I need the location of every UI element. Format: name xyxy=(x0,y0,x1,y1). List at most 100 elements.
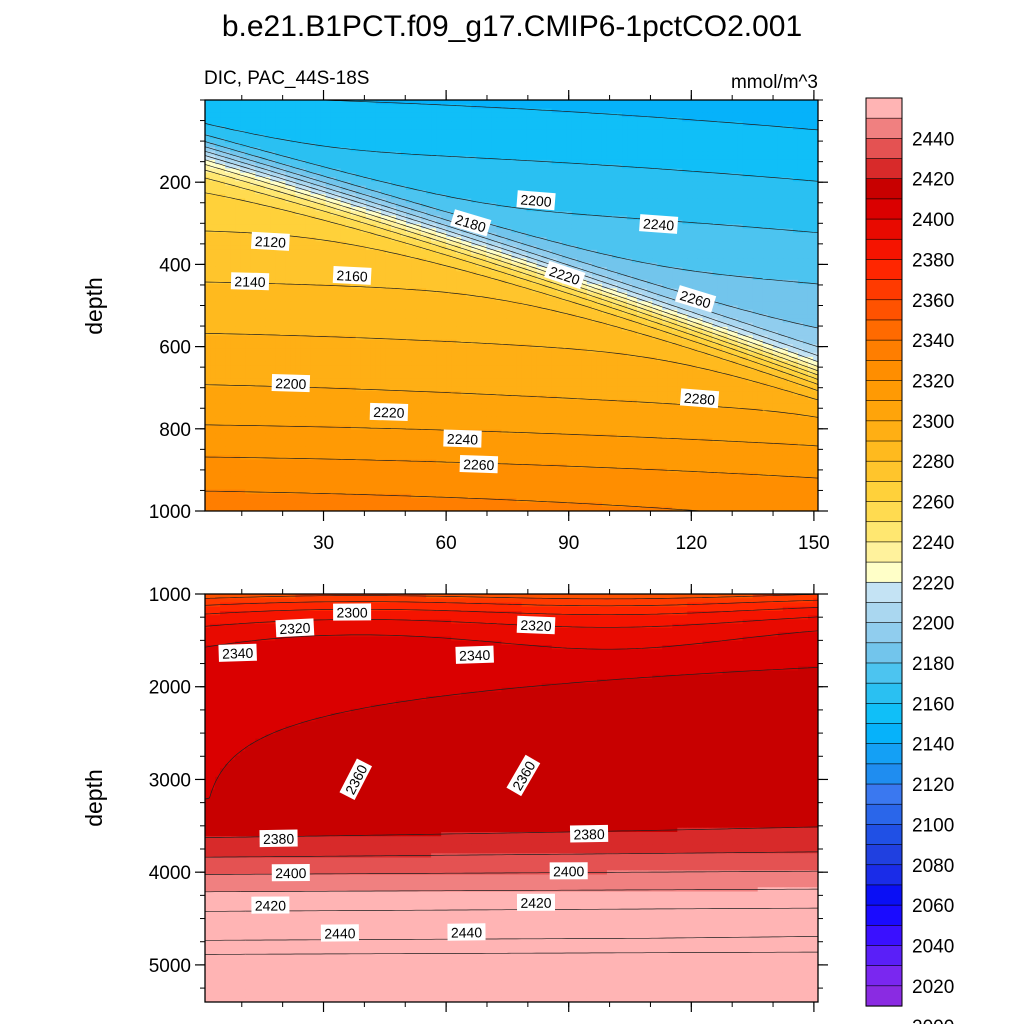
contour-cell xyxy=(340,219,347,225)
contour-cell xyxy=(712,181,719,187)
contour-cell xyxy=(747,215,754,221)
contour-cell xyxy=(727,177,734,182)
contour-cell xyxy=(606,142,613,148)
contour-cell xyxy=(260,254,266,260)
contour-cell xyxy=(320,147,327,152)
contour-cell xyxy=(481,181,487,187)
contour-cell xyxy=(416,151,422,157)
contour-cell xyxy=(451,266,457,272)
contour-cell xyxy=(722,249,729,255)
contour-cell xyxy=(265,159,271,165)
contour-cell xyxy=(521,245,528,251)
contour-cell xyxy=(722,245,729,251)
contour-cell xyxy=(742,151,749,157)
contour-cell xyxy=(772,121,779,127)
contour-cell xyxy=(707,232,714,238)
contour-cell xyxy=(777,151,784,157)
contour-cell xyxy=(576,207,583,212)
contour-cell xyxy=(571,258,578,264)
contour-cell xyxy=(622,207,628,212)
contour-cell xyxy=(380,164,387,170)
contour-cell xyxy=(617,159,623,165)
contour-cell xyxy=(210,117,216,123)
contour-cell xyxy=(627,108,633,114)
contour-cell xyxy=(220,100,226,105)
contour-cell xyxy=(622,129,628,135)
contour-cell xyxy=(265,194,271,200)
contour-cell xyxy=(375,159,382,165)
contour-cell xyxy=(677,112,683,118)
contour-cell xyxy=(627,198,633,204)
contour-cell xyxy=(390,108,397,114)
contour-cell xyxy=(627,271,633,277)
contour-cell xyxy=(230,198,236,204)
contour-cell xyxy=(632,219,638,225)
contour-cell xyxy=(235,219,241,225)
contour-cell xyxy=(662,241,668,247)
contour-cell xyxy=(717,237,724,242)
contour-cell xyxy=(667,142,673,148)
contour-cell xyxy=(551,151,558,157)
contour-cell xyxy=(400,155,407,161)
contour-cell xyxy=(265,224,271,230)
contour-cell xyxy=(531,181,538,187)
contour-cell xyxy=(300,185,307,191)
contour-cell xyxy=(812,237,818,242)
contour-cell xyxy=(426,129,432,135)
contour-cell xyxy=(345,207,352,212)
contour-cell xyxy=(677,258,683,264)
contour-cell xyxy=(772,168,779,174)
contour-cell xyxy=(586,185,593,191)
contour-cell xyxy=(802,198,809,204)
contour-cell xyxy=(365,181,372,187)
contour-cell xyxy=(305,181,312,187)
contour-cell xyxy=(647,147,653,152)
contour-cell xyxy=(496,189,503,195)
contour-cell xyxy=(717,155,724,161)
contour-cell xyxy=(310,262,317,268)
contour-cell xyxy=(240,125,246,131)
contour-cell xyxy=(395,117,402,123)
contour-cell xyxy=(370,134,377,140)
contour-cell xyxy=(812,202,818,208)
contour-cell xyxy=(541,164,548,170)
contour-cell xyxy=(471,117,477,123)
contour-cell xyxy=(325,151,332,157)
contour-cell xyxy=(772,211,779,217)
contour-cell xyxy=(225,125,231,131)
contour-cell xyxy=(702,245,709,251)
contour-cell xyxy=(782,215,789,221)
contour-cell xyxy=(310,232,317,238)
contour-cell xyxy=(737,194,744,200)
contour-cell xyxy=(637,185,643,191)
contour-cell xyxy=(466,207,472,212)
contour-cell xyxy=(385,164,392,170)
contour-cell xyxy=(732,271,739,277)
contour-cell xyxy=(290,108,297,114)
contour-cell xyxy=(802,241,809,247)
contour-cell xyxy=(395,147,402,152)
contour-cell xyxy=(240,151,246,157)
contour-cell xyxy=(657,232,663,238)
contour-cell xyxy=(466,164,472,170)
contour-cell xyxy=(697,207,704,212)
contour-cell xyxy=(687,194,693,200)
contour-cell xyxy=(586,198,593,204)
contour-cell xyxy=(747,232,754,238)
contour-cell xyxy=(260,100,266,105)
contour-cell xyxy=(516,159,523,165)
contour-cell xyxy=(290,129,297,135)
contour-cell xyxy=(526,112,533,118)
contour-cell xyxy=(335,117,342,123)
contour-cell xyxy=(647,121,653,127)
contour-cell xyxy=(667,117,673,123)
contour-cell xyxy=(335,219,342,225)
contour-cell xyxy=(285,112,292,118)
contour-cell xyxy=(215,159,221,165)
contour-cell xyxy=(496,181,503,187)
contour-cell xyxy=(441,228,447,234)
contour-cell xyxy=(486,138,492,144)
contour-cell xyxy=(792,211,799,217)
contour-cell xyxy=(652,254,658,260)
